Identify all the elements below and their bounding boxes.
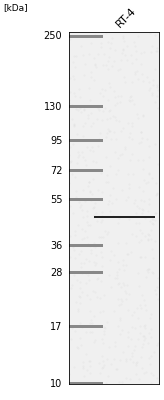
Text: 55: 55 bbox=[50, 195, 62, 205]
Bar bbox=[69, 244, 103, 247]
Bar bbox=[69, 382, 103, 386]
Bar bbox=[69, 139, 103, 142]
Title: RT-4: RT-4 bbox=[114, 5, 138, 29]
Bar bbox=[69, 105, 103, 108]
Bar bbox=[69, 198, 103, 201]
Text: 130: 130 bbox=[44, 102, 62, 112]
Text: 36: 36 bbox=[50, 241, 62, 251]
Bar bbox=[69, 325, 103, 328]
Bar bbox=[94, 216, 155, 218]
Bar bbox=[69, 271, 103, 274]
Text: 72: 72 bbox=[50, 166, 62, 176]
Text: 250: 250 bbox=[44, 31, 62, 41]
Text: 10: 10 bbox=[50, 379, 62, 389]
Text: 17: 17 bbox=[50, 322, 62, 332]
Text: 28: 28 bbox=[50, 268, 62, 278]
Text: 95: 95 bbox=[50, 136, 62, 146]
Text: [kDa]: [kDa] bbox=[3, 3, 28, 12]
Bar bbox=[69, 35, 103, 38]
Bar bbox=[69, 169, 103, 172]
